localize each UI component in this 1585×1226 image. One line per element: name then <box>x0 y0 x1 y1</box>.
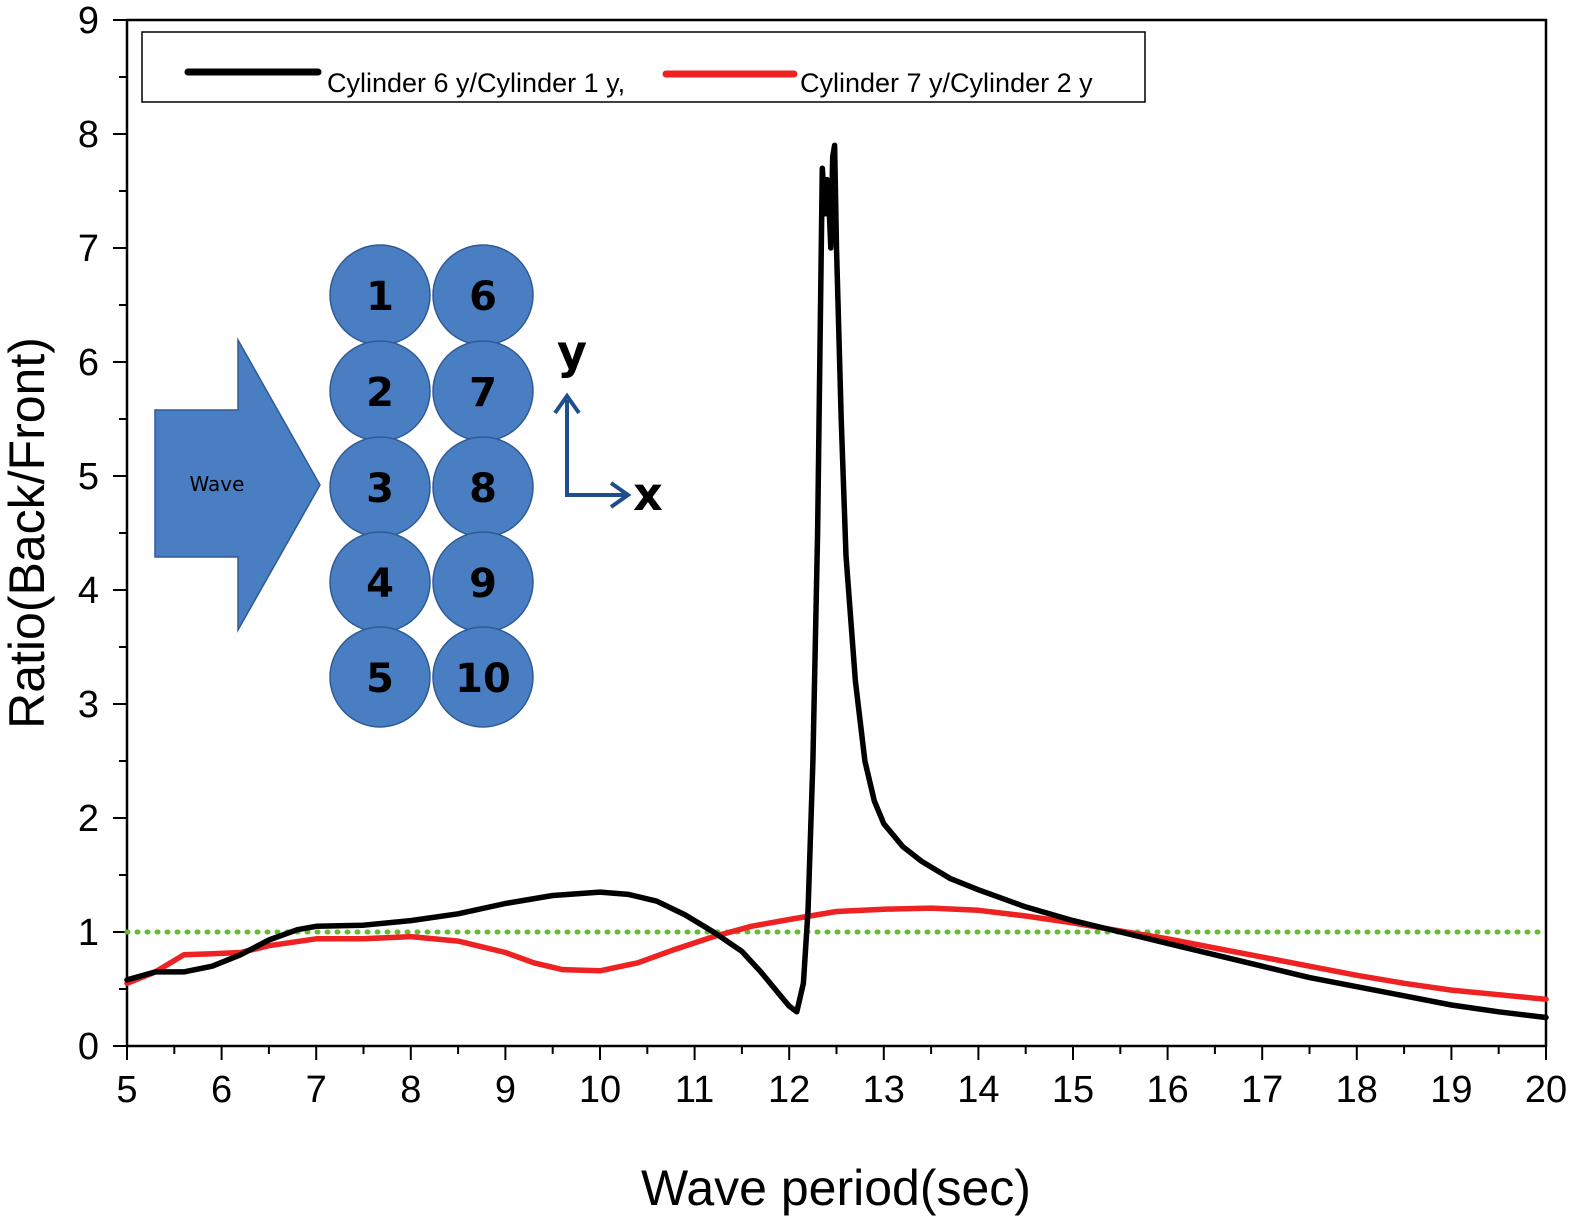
cylinder-label-8: 8 <box>469 466 497 512</box>
wave-arrow <box>154 337 321 633</box>
inset-diagram: Wave 1 2 3 4 5 6 7 8 9 10 y x <box>154 244 663 728</box>
y-axis-letter: y <box>557 325 587 379</box>
legend: Cylinder 6 y/Cylinder 1 y, Cylinder 7 y/… <box>141 31 1146 103</box>
y-tick-label: 0 <box>78 1026 99 1068</box>
x-tick-labels: 5 6 7 8 9 10 11 12 13 14 15 16 17 18 19 20 <box>116 1069 1567 1111</box>
legend-label-series-2: Cylinder 7 y/Cylinder 2 y <box>800 68 1093 98</box>
x-tick-label: 11 <box>675 1069 714 1111</box>
x-axis-arrow-head <box>609 481 632 509</box>
x-tick-label: 13 <box>863 1069 905 1111</box>
x-axis-title: Wave period(sec) <box>641 1160 1031 1216</box>
cylinder-5 <box>329 626 431 728</box>
y-tick-label: 2 <box>78 798 99 840</box>
x-tick-label: 14 <box>957 1069 999 1111</box>
x-tick-label: 9 <box>495 1069 516 1111</box>
legend-label-series-1: Cylinder 6 y/Cylinder 1 y, <box>327 68 625 98</box>
y-tick-label: 5 <box>78 456 99 498</box>
x-tick-label: 8 <box>400 1069 421 1111</box>
x-tick-label: 16 <box>1146 1069 1188 1111</box>
y-tick-label: 6 <box>78 342 99 384</box>
x-tick-label: 17 <box>1241 1069 1283 1111</box>
x-tick-label: 6 <box>211 1069 232 1111</box>
y-tick-label: 7 <box>78 228 99 270</box>
y-tick-label: 8 <box>78 114 99 156</box>
x-tick-label: 10 <box>579 1069 621 1111</box>
legend-box <box>141 31 1146 103</box>
series-lines <box>124 142 1549 1021</box>
y-tick-label: 1 <box>78 912 99 954</box>
y-tick-label: 9 <box>78 0 99 42</box>
cylinder-10 <box>432 626 534 728</box>
x-tick-label: 15 <box>1052 1069 1094 1111</box>
series-line-2 <box>124 905 1549 1003</box>
axes-indicator: y x <box>553 325 663 521</box>
y-tick-label: 4 <box>78 570 99 612</box>
cylinder-label-3: 3 <box>366 466 394 512</box>
x-tick-label: 5 <box>116 1069 137 1111</box>
wave-label: Wave <box>190 472 245 496</box>
y-axis-arrow-head <box>553 392 581 415</box>
cylinder-label-9: 9 <box>469 561 497 607</box>
x-tick-label: 7 <box>306 1069 327 1111</box>
cylinder-label-4: 4 <box>366 561 394 607</box>
y-axis-title: Ratio(Back/Front) <box>0 337 55 729</box>
x-tick-label: 18 <box>1336 1069 1378 1111</box>
cylinder-label-6: 6 <box>469 274 497 320</box>
x-axis-letter: x <box>633 467 663 521</box>
y-tick-labels: 0 1 2 3 4 5 6 7 8 9 <box>78 0 99 1068</box>
axis-ticks <box>113 19 1547 1060</box>
cylinder-label-2: 2 <box>366 370 394 416</box>
series-line-1 <box>124 142 1549 1021</box>
cylinder-array: 1 2 3 4 5 6 7 8 9 10 <box>329 244 534 728</box>
cylinder-label-10: 10 <box>455 656 511 702</box>
cylinder-label-5: 5 <box>366 656 394 702</box>
x-tick-label: 20 <box>1525 1069 1567 1111</box>
y-tick-label: 3 <box>78 684 99 726</box>
cylinder-label-1: 1 <box>366 274 394 320</box>
x-tick-label: 19 <box>1430 1069 1472 1111</box>
x-tick-label: 12 <box>768 1069 810 1111</box>
cylinder-label-7: 7 <box>469 370 497 416</box>
